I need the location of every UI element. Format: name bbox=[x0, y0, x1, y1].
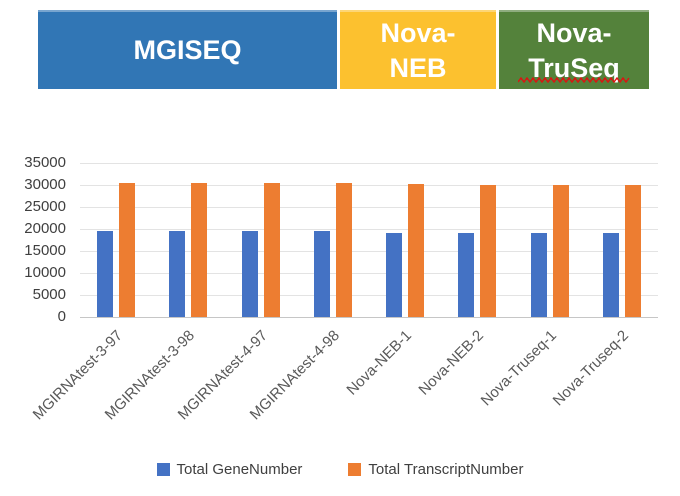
gridline bbox=[80, 229, 658, 230]
bar-gene bbox=[313, 231, 330, 317]
bar-gene bbox=[97, 231, 114, 317]
legend-swatch-icon bbox=[156, 463, 170, 476]
y-tick-label: 20000 bbox=[24, 220, 66, 237]
x-tick-label: MGIRNAtest-4-98 bbox=[246, 327, 343, 424]
x-axis-line bbox=[80, 317, 658, 318]
bar-gene bbox=[386, 233, 403, 317]
gridline bbox=[80, 207, 658, 208]
y-tick-label: 10000 bbox=[24, 264, 66, 281]
x-tick-label: Nova-NEB-1 bbox=[343, 327, 416, 399]
bar-transcript bbox=[552, 185, 569, 317]
x-tick-label: Nova-NEB-2 bbox=[415, 327, 488, 399]
x-tick-label: Nova-Truseq-1 bbox=[477, 327, 560, 410]
header-cell-label: Nova- TruSeq bbox=[528, 17, 620, 83]
gridline bbox=[80, 295, 658, 296]
x-tick-label: MGIRNAtest-3-97 bbox=[29, 327, 127, 424]
bar-gene bbox=[602, 232, 619, 317]
y-tick-label: 0 bbox=[57, 308, 66, 325]
x-tick-label: MGIRNAtest-4-97 bbox=[174, 327, 271, 424]
bar-transcript bbox=[191, 182, 208, 317]
gridline bbox=[80, 163, 658, 164]
gridline bbox=[80, 251, 658, 252]
header-cell-nova-truseq: Nova- TruSeq bbox=[499, 10, 649, 89]
legend-item: Total GeneNumber bbox=[156, 461, 303, 478]
header-cell-nova-neb: Nova- NEB bbox=[340, 10, 496, 89]
header-cell-mgiseq: MGISEQ bbox=[38, 10, 337, 89]
y-tick-label: 25000 bbox=[24, 198, 66, 215]
y-tick-label: 30000 bbox=[24, 176, 66, 193]
y-tick-label: 5000 bbox=[32, 286, 66, 303]
legend-label: Total GeneNumber bbox=[176, 461, 303, 478]
bar-gene bbox=[241, 231, 258, 317]
bar-transcript bbox=[624, 185, 641, 317]
bar-transcript bbox=[263, 183, 280, 317]
legend-label: Total TranscriptNumber bbox=[368, 461, 524, 478]
gridline bbox=[80, 185, 658, 186]
header-banner: MGISEQ Nova- NEB Nova- TruSeq bbox=[38, 10, 649, 89]
x-tick-label: MGIRNAtest-3-98 bbox=[102, 327, 199, 424]
y-tick-label: 15000 bbox=[24, 242, 66, 259]
bar-gene bbox=[458, 233, 475, 317]
y-tick-label: 35000 bbox=[24, 154, 66, 171]
bar-transcript bbox=[119, 182, 136, 317]
legend-item: Total TranscriptNumber bbox=[348, 461, 523, 478]
bar-transcript bbox=[408, 184, 425, 317]
legend-swatch-icon bbox=[348, 463, 362, 476]
bar-transcript bbox=[335, 183, 352, 317]
gridline bbox=[80, 273, 658, 274]
x-tick-label: Nova-Truseq-2 bbox=[549, 327, 632, 410]
bar-transcript bbox=[480, 184, 497, 317]
spellcheck-wavy-underline-icon bbox=[518, 77, 630, 84]
bar-gene bbox=[530, 232, 547, 317]
chart-legend: Total GeneNumber Total TranscriptNumber bbox=[0, 461, 680, 478]
bar-gene bbox=[169, 231, 186, 317]
